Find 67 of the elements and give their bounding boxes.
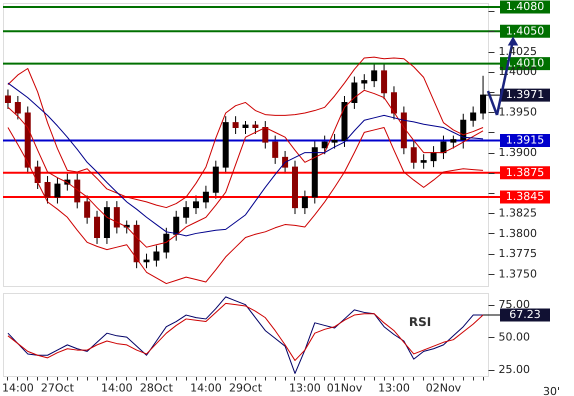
candlestick xyxy=(202,185,209,209)
candlestick xyxy=(74,173,80,209)
ref-line-label: 1.3845 xyxy=(506,190,544,204)
text: 67.23 xyxy=(509,308,541,322)
text: 1.3971 xyxy=(506,88,544,102)
x-tick-label: 01Nov xyxy=(326,382,363,394)
candlestick xyxy=(153,245,160,268)
candlestick xyxy=(84,194,90,224)
x-tick-label: 13:00 xyxy=(289,382,321,394)
y-tick-label: 1.3800 xyxy=(498,226,537,240)
line-series xyxy=(7,302,484,361)
candlestick xyxy=(193,194,200,215)
line-series xyxy=(7,127,484,284)
candlestick xyxy=(450,135,456,150)
x-tick-label: 28Oct xyxy=(140,382,174,394)
x-tick-label: 27Oct xyxy=(40,382,75,394)
candlestick xyxy=(44,176,51,204)
line-series xyxy=(7,296,484,374)
candlestick xyxy=(371,64,378,88)
candlestick xyxy=(163,227,170,260)
ref-line-label: 1.4080 xyxy=(506,0,544,14)
x-tick-label: 02Nov xyxy=(426,382,462,394)
candlestick xyxy=(351,76,358,110)
candlestick xyxy=(361,74,368,90)
candlestick xyxy=(440,135,446,160)
x-tick-label: 14:00 xyxy=(2,382,34,394)
candlestick xyxy=(430,146,437,168)
candlestick xyxy=(381,64,388,100)
ref-line-label: 1.4050 xyxy=(506,24,544,38)
text: 30' xyxy=(542,385,560,396)
candlestick xyxy=(114,200,120,234)
candlestick xyxy=(34,160,41,190)
y-tick-label: 1.3750 xyxy=(498,267,537,280)
candlestick xyxy=(302,190,308,215)
candlestick xyxy=(322,135,328,155)
x-tick-label: 14:00 xyxy=(100,382,133,394)
x-tick-label: 14:00 xyxy=(190,382,222,394)
candlestick xyxy=(94,210,100,244)
candlestick xyxy=(54,177,60,204)
candlestick xyxy=(390,86,397,120)
series-label: RSI xyxy=(408,315,432,330)
candlestick xyxy=(470,106,476,128)
y-tick-label: 25.00 xyxy=(498,363,530,376)
candlestick xyxy=(262,120,268,150)
x-tick-label: 13:00 xyxy=(378,382,410,394)
y-tick-label: 1.3825 xyxy=(498,206,537,220)
candlestick xyxy=(242,120,248,134)
candlestick xyxy=(4,89,11,110)
candlestick xyxy=(252,120,258,134)
candlestick xyxy=(410,140,417,170)
y-tick-label: 1.3900 xyxy=(498,146,537,160)
y-tick-label: 50.00 xyxy=(498,330,530,344)
ref-line-label: 1.3875 xyxy=(506,166,544,179)
line-series xyxy=(7,56,484,208)
x-tick-label: 29Oct xyxy=(228,382,263,394)
candlestick xyxy=(272,135,278,164)
candlestick xyxy=(173,210,180,242)
y-tick-label: 1.3775 xyxy=(498,247,537,260)
candlestick xyxy=(332,133,338,150)
candlestick xyxy=(232,116,239,134)
candlestick xyxy=(420,154,427,170)
candlestick xyxy=(14,95,21,120)
y-tick-label: 1.3950 xyxy=(498,106,537,119)
candlestick xyxy=(460,113,466,150)
ref-line-label: 1.3915 xyxy=(506,133,544,146)
candlestick xyxy=(144,253,150,269)
candlestick xyxy=(183,200,190,224)
